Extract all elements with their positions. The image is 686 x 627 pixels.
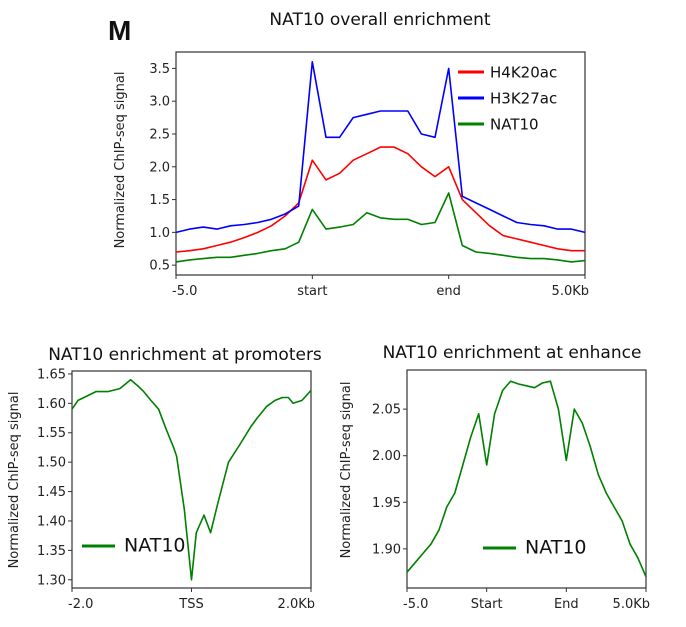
y-tick-label: 1.0 xyxy=(149,226,170,241)
series-line-nat10 xyxy=(71,378,312,581)
x-tick-label: -5.0 xyxy=(172,284,197,299)
series-line-nat10 xyxy=(406,380,647,578)
chart-title: NAT10 enrichment at promoters xyxy=(48,345,322,365)
y-axis-label: Normalized ChIP-seq signal xyxy=(7,392,22,569)
x-tick-label: TSS xyxy=(178,597,203,612)
x-tick-label: End xyxy=(554,597,579,612)
series-line-nat10 xyxy=(175,192,586,263)
y-tick-label: 1.40 xyxy=(37,514,66,529)
legend-label: H4K20ac xyxy=(490,64,557,82)
y-tick-label: 2.05 xyxy=(372,403,401,418)
y-tick-label: 1.60 xyxy=(37,397,66,412)
x-tick-label: Start xyxy=(471,597,503,612)
y-tick-label: 1.95 xyxy=(372,496,401,511)
y-tick-label: 1.45 xyxy=(37,485,66,500)
legend-label: H3K27ac xyxy=(490,90,557,108)
legend-label: NAT10 xyxy=(124,535,186,557)
y-tick-label: 2.00 xyxy=(372,449,401,464)
plot-frame xyxy=(175,51,586,276)
x-tick-label: 2.0Kb xyxy=(278,597,315,612)
x-tick-label: -5.0 xyxy=(403,597,428,612)
chart-1: NAT10 enrichment at promoters Normalized … xyxy=(7,345,322,612)
y-tick-label: 3.0 xyxy=(149,95,170,110)
x-tick-label: start xyxy=(297,284,327,299)
y-tick-label: 1.90 xyxy=(372,542,401,557)
series-line-h3k27ac xyxy=(175,60,586,234)
y-tick-label: 2.5 xyxy=(149,127,170,142)
panel-label: M xyxy=(108,15,131,46)
x-tick-label: 5.0Kb xyxy=(552,284,589,299)
series-line-h4k20ac xyxy=(175,146,585,253)
y-tick-label: 2.0 xyxy=(149,160,170,175)
x-tick-label: 5.0Kb xyxy=(613,597,650,612)
y-tick-label: 1.65 xyxy=(37,367,66,382)
chart-2: NAT10 enrichment at enhance Normalized Ch… xyxy=(339,343,650,612)
y-tick-label: 1.30 xyxy=(37,573,66,588)
plot-frame xyxy=(406,369,647,589)
y-tick-label: 3.5 xyxy=(149,62,170,77)
y-axis-label: Normalized ChIP-seq signal xyxy=(339,382,354,559)
y-tick-label: 1.35 xyxy=(37,544,66,559)
y-tick-label: 1.50 xyxy=(37,456,66,471)
chart-title: NAT10 overall enrichment xyxy=(269,10,490,30)
y-tick-label: 1.55 xyxy=(37,426,66,441)
y-axis-label: Normalized ChIP-seq signal xyxy=(113,72,128,249)
chart-0: NAT10 overall enrichment Normalized ChIP-… xyxy=(113,10,589,299)
plot-frame xyxy=(71,370,312,589)
y-tick-label: 0.5 xyxy=(149,259,170,274)
x-tick-label: -2.0 xyxy=(68,597,93,612)
x-tick-label: end xyxy=(436,284,461,299)
chart-title: NAT10 enrichment at enhance xyxy=(383,343,642,363)
y-tick-label: 1.5 xyxy=(149,193,170,208)
legend-label: NAT10 xyxy=(525,537,587,559)
legend-label: NAT10 xyxy=(490,116,539,134)
